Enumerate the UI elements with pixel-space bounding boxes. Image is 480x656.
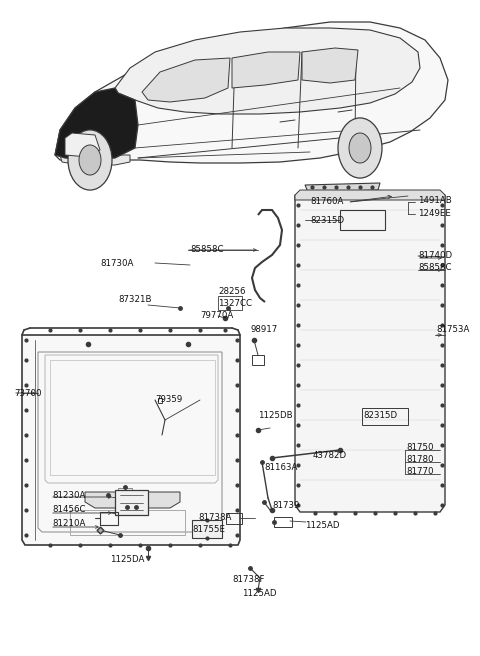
Text: 87321B: 87321B <box>118 295 152 304</box>
Text: 81780: 81780 <box>406 455 433 464</box>
Polygon shape <box>232 52 300 88</box>
Text: 1125AD: 1125AD <box>242 590 276 598</box>
Text: 43782D: 43782D <box>313 451 347 459</box>
Polygon shape <box>115 28 420 114</box>
Circle shape <box>68 130 112 190</box>
Text: 1125DB: 1125DB <box>258 411 293 419</box>
Polygon shape <box>305 183 380 192</box>
Text: 81740D: 81740D <box>418 251 452 260</box>
Text: 82315D: 82315D <box>310 216 344 224</box>
Text: 81738F: 81738F <box>232 575 264 584</box>
Text: 73700: 73700 <box>14 388 41 398</box>
Text: 81230A: 81230A <box>52 491 85 501</box>
Text: 81456C: 81456C <box>52 506 85 514</box>
Text: 79359: 79359 <box>155 396 182 405</box>
Text: 81760A: 81760A <box>310 197 343 207</box>
Text: 79770A: 79770A <box>200 310 233 319</box>
Polygon shape <box>55 22 448 163</box>
Text: 81755E: 81755E <box>192 525 225 535</box>
Polygon shape <box>295 195 445 512</box>
Polygon shape <box>60 155 130 165</box>
Circle shape <box>338 118 382 178</box>
Circle shape <box>349 133 371 163</box>
Text: 81210A: 81210A <box>52 520 85 529</box>
Text: 1249EE: 1249EE <box>418 209 451 218</box>
Polygon shape <box>192 520 222 538</box>
Text: 28256: 28256 <box>218 287 245 297</box>
Polygon shape <box>302 48 358 83</box>
Polygon shape <box>85 492 180 508</box>
Text: 81738A: 81738A <box>198 512 231 522</box>
Text: 85858C: 85858C <box>418 264 452 272</box>
Polygon shape <box>142 58 230 102</box>
Text: 81770: 81770 <box>406 466 433 476</box>
Text: 98917: 98917 <box>250 325 277 335</box>
Text: 81730A: 81730A <box>100 258 133 268</box>
Text: 1125DA: 1125DA <box>110 556 144 565</box>
Polygon shape <box>22 335 240 545</box>
Polygon shape <box>115 490 148 515</box>
Text: 1125AD: 1125AD <box>305 522 339 531</box>
Text: 81739: 81739 <box>272 501 300 510</box>
Polygon shape <box>295 190 445 200</box>
Polygon shape <box>55 88 138 160</box>
Text: 81750: 81750 <box>406 443 433 451</box>
Circle shape <box>79 145 101 175</box>
Text: 82315D: 82315D <box>363 411 397 419</box>
Text: 1327CC: 1327CC <box>218 300 252 308</box>
Text: 85858C: 85858C <box>190 245 224 253</box>
Text: 1491AB: 1491AB <box>418 195 452 205</box>
Text: 81163A: 81163A <box>264 464 298 472</box>
Text: 81753A: 81753A <box>436 325 469 335</box>
Polygon shape <box>65 133 100 157</box>
